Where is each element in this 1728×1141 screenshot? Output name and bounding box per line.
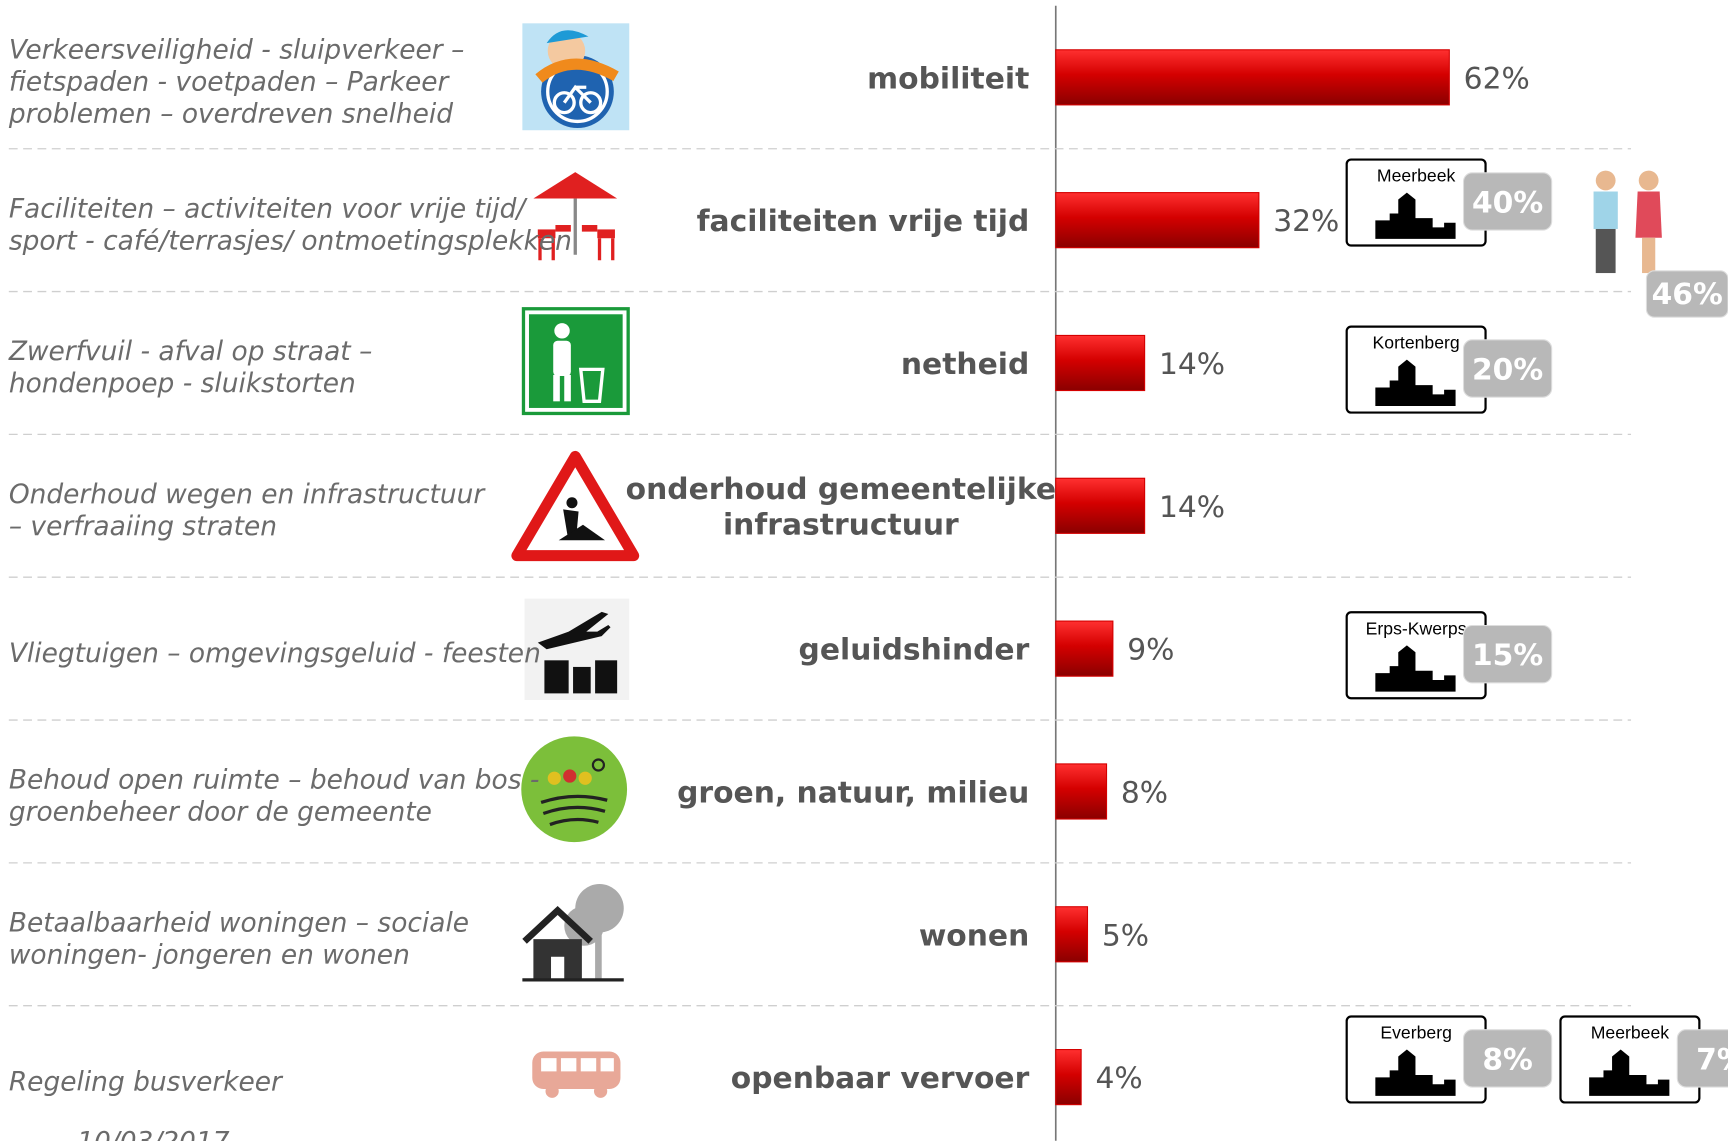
category-label: openbaar vervoer: [731, 1061, 1030, 1096]
badge-label: 15%: [1472, 638, 1543, 673]
description: hondenpoep - sluikstorten: [9, 368, 356, 399]
description: Faciliteiten – activiteiten voor vrije t…: [9, 193, 529, 224]
value-label: 32%: [1273, 204, 1339, 239]
bar: [1055, 906, 1089, 963]
person-head: [1638, 170, 1659, 191]
value-label: 8%: [1121, 775, 1168, 810]
description: Regeling busverkeer: [9, 1066, 284, 1097]
person-body: [1635, 191, 1662, 238]
town-sign: Meerbeek 40%: [1345, 158, 1553, 247]
value-label: 4%: [1095, 1061, 1142, 1096]
description: problemen – overdreven snelheid: [8, 99, 453, 130]
bar: [1055, 1049, 1082, 1106]
skyline: [1375, 192, 1456, 239]
badge-label: 46%: [1652, 277, 1723, 312]
town-sign: Meerbeek 7%: [1559, 1015, 1728, 1104]
badge: [1462, 339, 1553, 398]
bar: [1055, 192, 1260, 249]
icon-roadworks: [511, 450, 640, 562]
person-legs: [1595, 228, 1616, 274]
category-label: netheid: [901, 347, 1029, 382]
sign-name: Erps-Kwerps: [1366, 618, 1467, 638]
description: Betaalbaarheid woningen – sociale: [9, 908, 469, 939]
badge: [1676, 1029, 1728, 1088]
description: fietspaden - voetpaden – Parkeer: [9, 67, 451, 98]
sign-name: Meerbeek: [1591, 1023, 1670, 1043]
sign-name: Kortenberg: [1373, 333, 1460, 353]
badge-label: 7%: [1696, 1042, 1728, 1077]
category-label: groen, natuur, milieu: [677, 775, 1029, 810]
category-label: mobiliteit: [867, 61, 1029, 96]
description: groenbeheer door de gemeente: [9, 797, 432, 828]
bar: [1055, 49, 1450, 106]
category-label: geluidshinder: [799, 633, 1030, 668]
town-sign: Everberg 8%: [1345, 1015, 1553, 1104]
icon-bus: [532, 1051, 621, 1098]
description: sport - café/terrasjes/ ontmoetingsplekk…: [9, 225, 572, 256]
skyline: [1589, 1049, 1670, 1096]
icon-nature: [521, 736, 628, 843]
icon-leisure: [533, 172, 618, 261]
badge: [1462, 624, 1553, 684]
category-label: faciliteiten vrije tijd: [697, 204, 1030, 239]
description: Vliegtuigen – omgevingsgeluid - feesten: [9, 638, 541, 669]
skyline: [1375, 1049, 1456, 1096]
category-label: onderhoud gemeentelijke infrastructuur: [626, 472, 1056, 542]
bar: [1055, 334, 1146, 392]
person-legs: [1642, 237, 1656, 274]
badge-label: 8%: [1482, 1042, 1533, 1077]
description: woningen- jongeren en wonen: [9, 939, 410, 970]
description: Onderhoud wegen en infrastructuur: [9, 479, 487, 510]
description: – verfraaiing straten: [9, 511, 277, 542]
icon-housing: [522, 884, 624, 982]
description: Behoud open ruimte – behoud van bos -: [9, 765, 540, 796]
badge: [1462, 172, 1553, 231]
badge-label: 20%: [1472, 353, 1543, 388]
icon-noise: [524, 598, 630, 700]
icon-litter: [521, 307, 630, 416]
person-head: [1595, 170, 1616, 191]
badge: [1462, 1029, 1553, 1088]
icon-mobility: [522, 23, 630, 131]
sign-name: Everberg: [1380, 1023, 1452, 1043]
bar: [1055, 477, 1146, 534]
value-label: 9%: [1127, 633, 1174, 668]
value-label: 5%: [1102, 918, 1149, 953]
value-label: 14%: [1159, 347, 1225, 382]
town-sign: Kortenberg 20%: [1345, 325, 1553, 414]
bar: [1055, 620, 1114, 677]
bar: [1055, 763, 1108, 820]
value-label: 62%: [1464, 61, 1530, 96]
value-label: 14%: [1159, 490, 1225, 525]
category-label: wonen: [919, 918, 1029, 953]
description: Verkeersveiligheid - sluipverkeer –: [9, 35, 465, 66]
footer: 10/03/2017: [77, 1127, 230, 1141]
skyline: [1375, 645, 1456, 692]
badge-label: 40%: [1472, 185, 1543, 220]
person-body: [1593, 191, 1618, 229]
skyline: [1375, 359, 1456, 406]
gender-callout: 46%: [1593, 170, 1728, 318]
sign-name: Meerbeek: [1377, 166, 1456, 186]
description: Zwerfvuil - afval op straat –: [8, 336, 372, 367]
